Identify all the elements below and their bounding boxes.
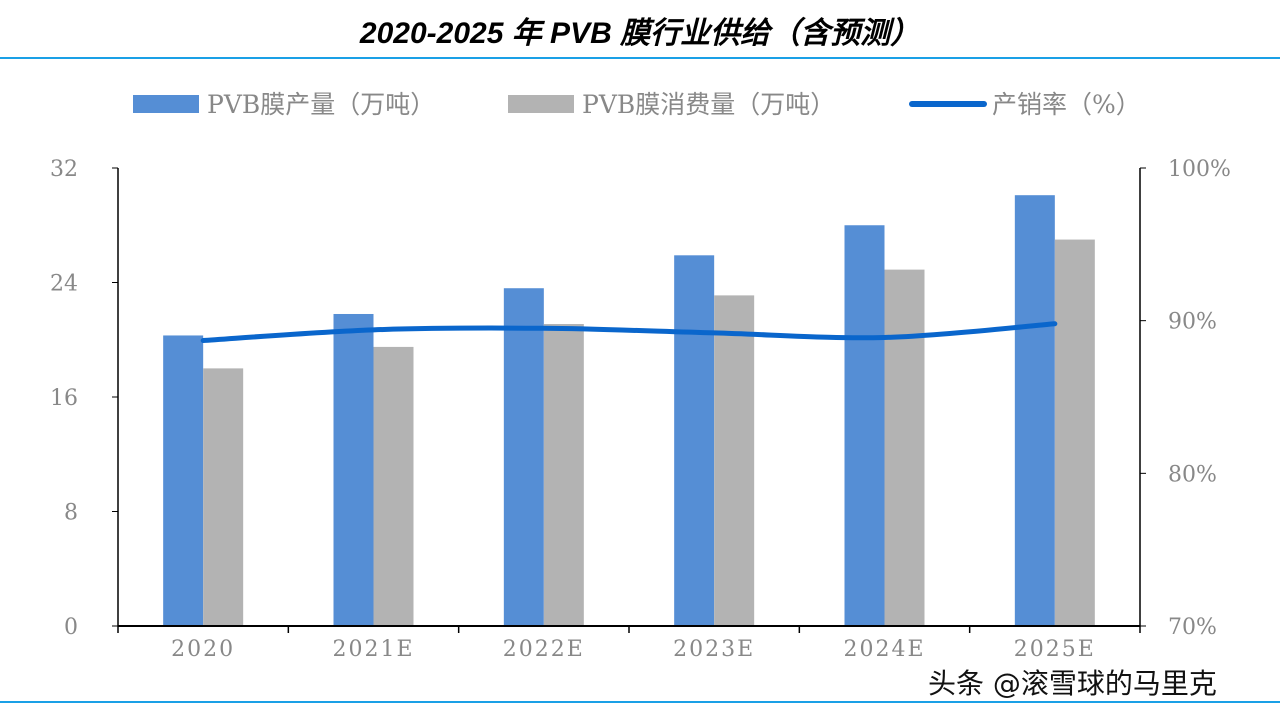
legend-label: PVB膜消费量（万吨） bbox=[582, 90, 835, 119]
bar-production bbox=[163, 335, 204, 626]
x-tick-label: 2020 bbox=[171, 637, 235, 662]
left-tick-label: 32 bbox=[50, 157, 78, 182]
left-tick-label: 0 bbox=[64, 615, 78, 640]
bar-production bbox=[503, 288, 544, 626]
right-tick-label: 100% bbox=[1168, 157, 1231, 182]
bar-consumption bbox=[714, 295, 755, 626]
bar-consumption bbox=[543, 324, 584, 626]
bar-consumption bbox=[884, 269, 925, 626]
bar-production bbox=[844, 225, 885, 626]
bar-consumption bbox=[373, 346, 414, 626]
chart-title: 2020-2025 年 PVB 膜行业供给（含预测） bbox=[359, 17, 921, 50]
left-tick-label: 16 bbox=[50, 386, 78, 411]
x-tick-label: 2025E bbox=[1014, 637, 1096, 662]
bar-production bbox=[333, 313, 374, 626]
bar-production bbox=[1014, 195, 1055, 626]
legend-label: 产销率（%） bbox=[992, 90, 1141, 119]
legend-swatch bbox=[133, 95, 199, 113]
x-tick-label: 2024E bbox=[843, 637, 925, 662]
bar-consumption bbox=[1054, 239, 1095, 626]
watermark: 头条 @滚雪球的马里克 bbox=[928, 667, 1217, 700]
x-tick-label: 2023E bbox=[673, 637, 755, 662]
right-tick-label: 90% bbox=[1168, 310, 1217, 335]
top-rule bbox=[0, 57, 1280, 59]
bar-production bbox=[674, 255, 715, 626]
x-tick-label: 2021E bbox=[332, 637, 414, 662]
right-tick-label: 80% bbox=[1168, 462, 1217, 487]
bottom-rule bbox=[0, 701, 1280, 703]
legend-swatch bbox=[508, 95, 574, 113]
left-tick-label: 24 bbox=[50, 272, 78, 297]
legend-label: PVB膜产量（万吨） bbox=[207, 90, 435, 119]
series-line-sales-ratio bbox=[200, 321, 1058, 344]
bar-consumption bbox=[203, 368, 244, 626]
left-tick-label: 8 bbox=[64, 501, 78, 526]
x-tick-label: 2022E bbox=[503, 637, 585, 662]
right-tick-label: 70% bbox=[1168, 615, 1217, 640]
